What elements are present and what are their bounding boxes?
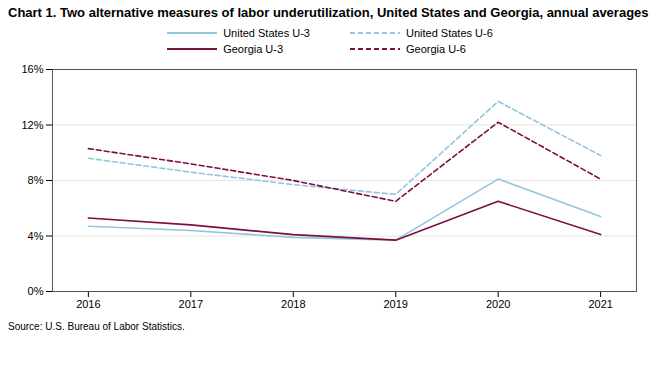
svg-text:4%: 4% — [28, 230, 44, 242]
html-text:Source: U.S. Bureau of Labor S: Source: U.S. Bureau of Labor Statistics. — [8, 321, 185, 332]
svg-text:2016: 2016 — [76, 298, 100, 310]
svg-text:2021: 2021 — [588, 298, 612, 310]
svg-text:2019: 2019 — [383, 298, 407, 310]
svg-text:12%: 12% — [21, 119, 43, 131]
html-text:United States U-3: United States U-3 — [223, 27, 310, 39]
html-text:Georgia U-3: Georgia U-3 — [223, 43, 284, 55]
html-text:United States U-6: United States U-6 — [406, 27, 493, 39]
svg-text:2018: 2018 — [281, 298, 305, 310]
html-text:Chart 1. Two alternative measu: Chart 1. Two alternative measures of lab… — [8, 5, 649, 20]
svg-text:16%: 16% — [21, 63, 43, 75]
svg-text:8%: 8% — [28, 174, 44, 186]
html-text:Georgia U-6: Georgia U-6 — [406, 43, 466, 55]
svg-text:0%: 0% — [28, 285, 44, 297]
svg-text:2020: 2020 — [486, 298, 510, 310]
svg-text:2017: 2017 — [179, 298, 203, 310]
